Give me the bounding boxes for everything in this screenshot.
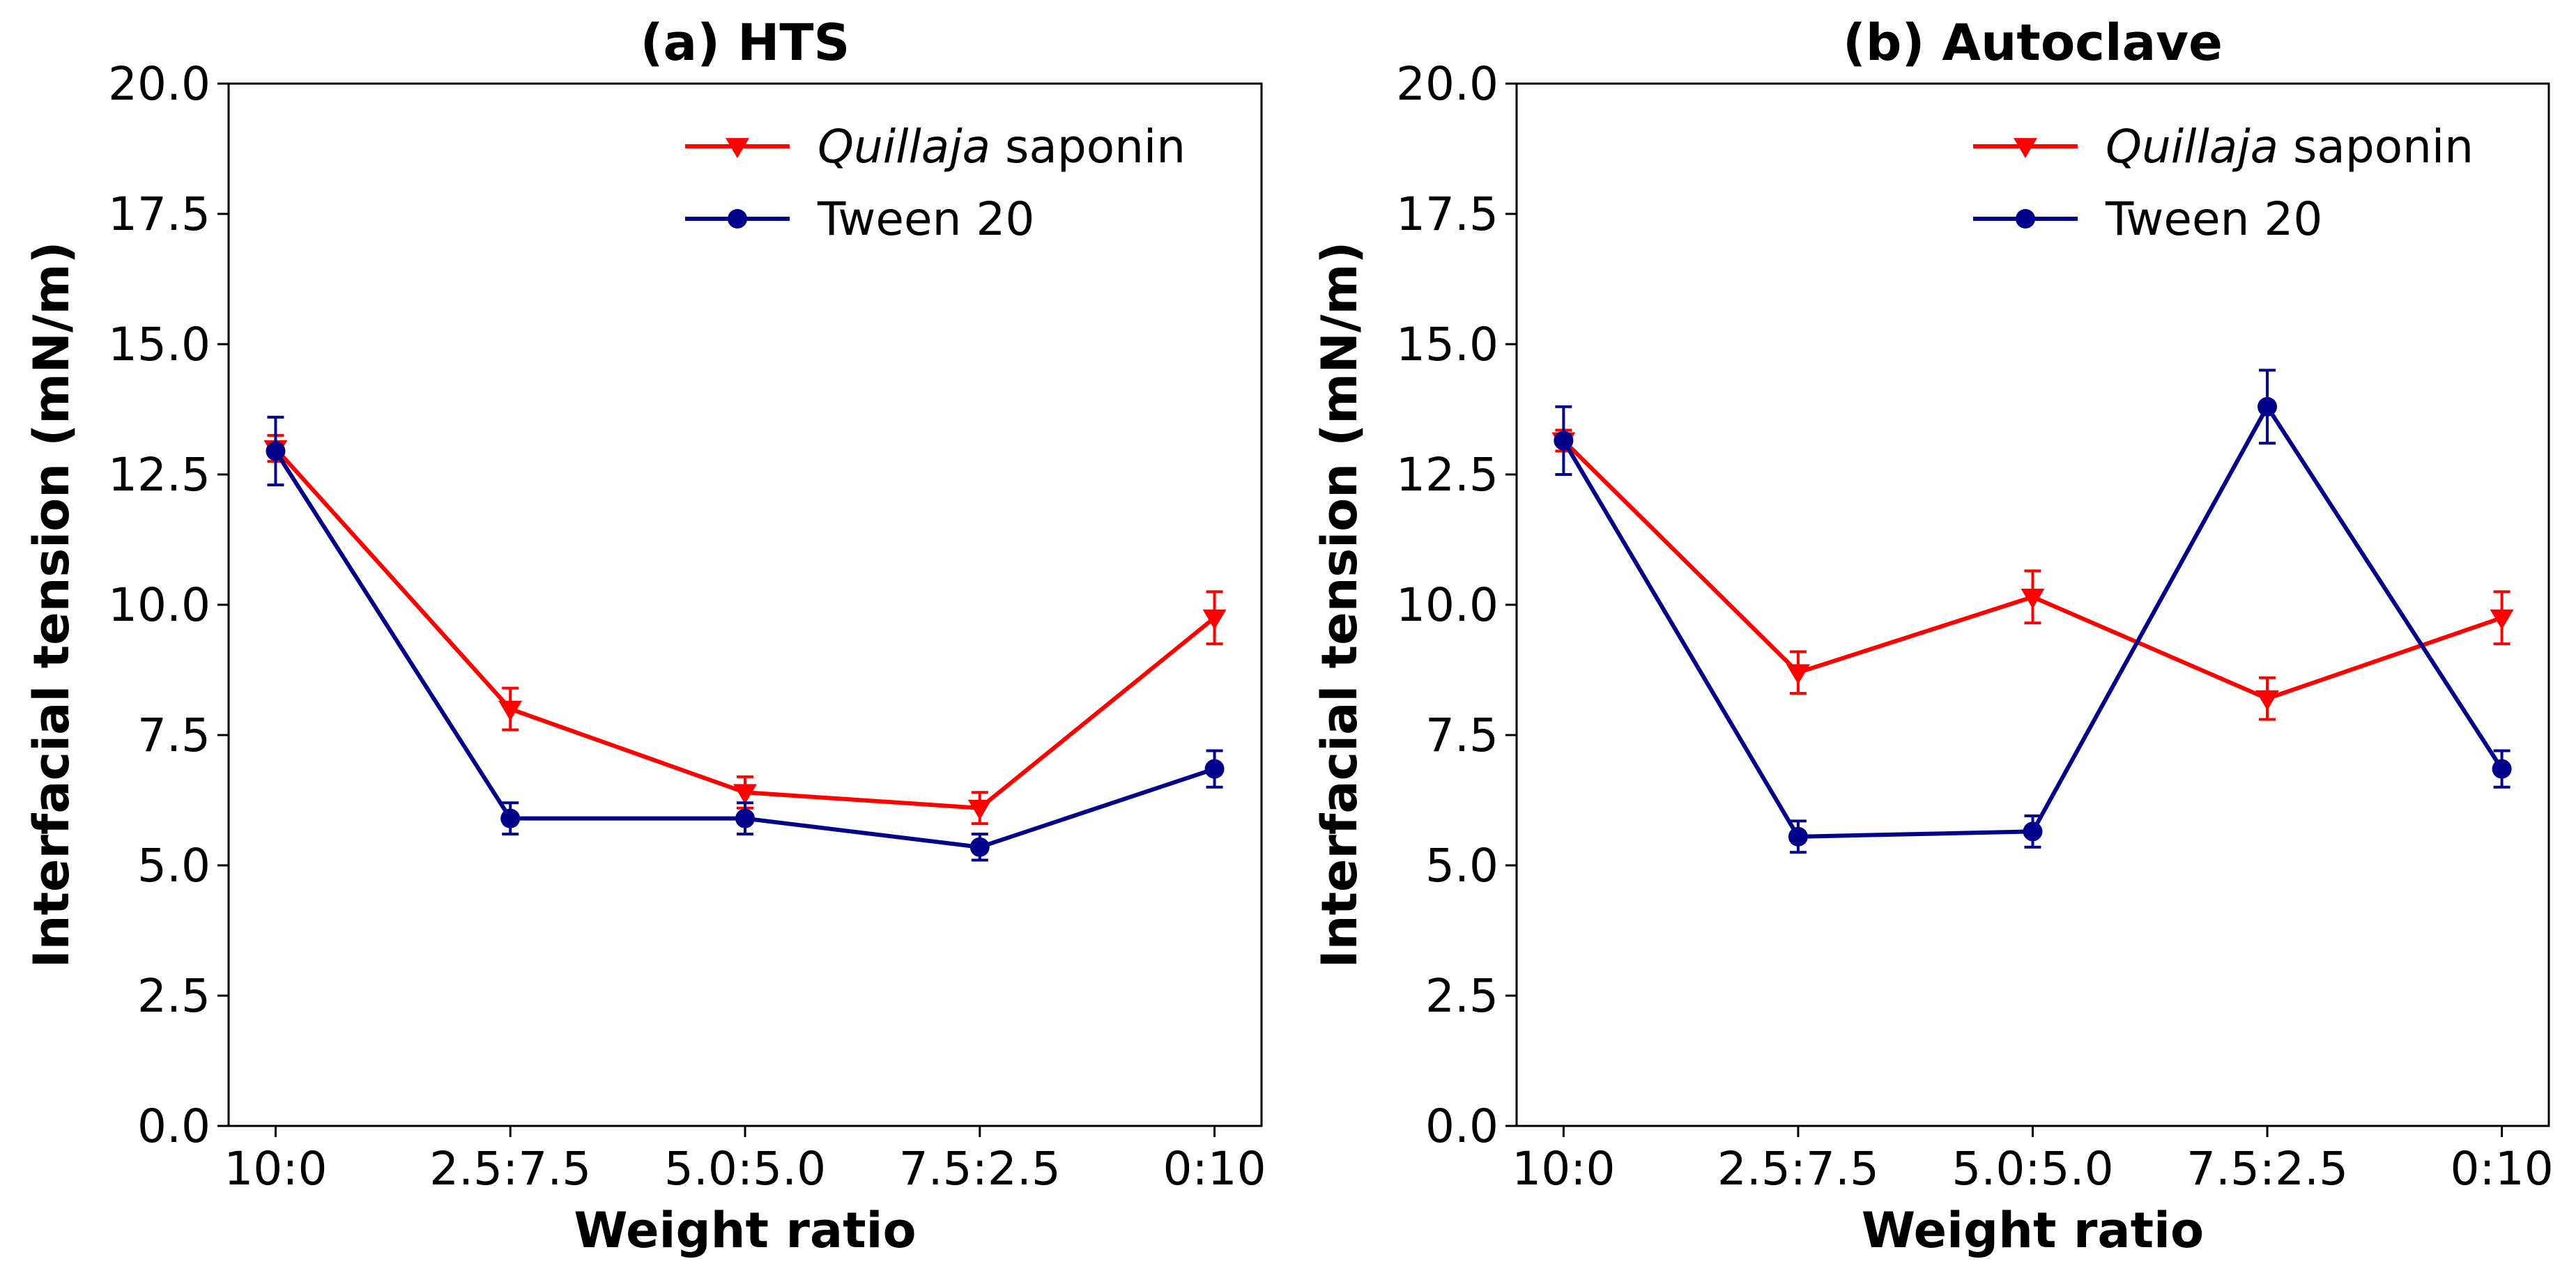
y-tick-label: 10.0: [108, 578, 210, 632]
y-tick-label: 12.5: [108, 448, 210, 502]
y-tick-label: 7.5: [1425, 709, 1498, 762]
data-point: [2255, 690, 2280, 711]
chart-title: (a) HTS: [641, 13, 850, 72]
data-point: [733, 784, 757, 805]
data-point: [1202, 609, 1227, 630]
data-point: [1788, 826, 1808, 847]
legend-label-text: saponin: [2278, 120, 2474, 173]
data-point: [266, 441, 286, 461]
chart-panel-1: 0.0 2.5 5.0 7.5 10.0 12.5 15.0 17.5 20.0 10:0 2.5:…: [23, 13, 1266, 1259]
legend-label-text: Tween 20: [817, 192, 1034, 246]
legend-label-italic: Quillaja: [818, 120, 990, 173]
legend-label-text: Tween 20: [2105, 192, 2322, 246]
y-tick-label: 5.0: [137, 839, 210, 893]
legend-label: Tween 20: [817, 192, 1034, 246]
x-tick-label: 0:10: [2451, 1142, 2554, 1196]
x-tick-label: 5.0:5.0: [1952, 1142, 2113, 1196]
legend-label-italic: Quillaja: [2106, 120, 2278, 173]
x-tick-label: 0:10: [1163, 1142, 1266, 1196]
y-tick-label: 10.0: [1396, 578, 1498, 632]
series-1: [1551, 428, 2514, 721]
data-point: [2257, 396, 2278, 417]
legend-label-text: saponin: [990, 120, 1186, 173]
legend-label: Quillaja saponin: [818, 120, 1186, 173]
data-point: [500, 808, 521, 828]
y-tick-label: 0.0: [137, 1099, 210, 1153]
y-tick-label: 2.5: [1425, 969, 1498, 1023]
y-tick-label: 15.0: [1396, 318, 1498, 371]
y-tick-label: 5.0: [1425, 839, 1498, 893]
x-axis-title: Weight ratio: [1862, 1202, 2204, 1259]
data-point: [967, 799, 992, 820]
y-tick-label: 15.0: [108, 318, 210, 371]
legend-label: Quillaja saponin: [2106, 120, 2474, 173]
legend: Quillaja saponin Tween 20: [1973, 120, 2474, 246]
x-tick-label: 2.5:7.5: [429, 1142, 591, 1196]
plot-frame: [227, 82, 1263, 1127]
data-point: [2021, 588, 2045, 609]
y-axis-title: Interfacial tension (mN/m): [1311, 242, 1368, 968]
x-tick-label: 10:0: [224, 1142, 327, 1196]
data-point: [1786, 664, 1810, 685]
data-point: [2023, 821, 2043, 842]
legend-marker: [728, 209, 747, 229]
x-tick-label: 7.5:2.5: [2186, 1142, 2348, 1196]
y-tick-label: 17.5: [1396, 187, 1498, 241]
x-tick-label: 7.5:2.5: [899, 1142, 1061, 1196]
y-tick-label: 7.5: [137, 709, 210, 762]
chart-title: (b) Autoclave: [1843, 13, 2223, 72]
series-1: [263, 433, 1227, 826]
y-tick-label: 17.5: [108, 187, 210, 241]
data-point: [1554, 431, 1574, 451]
data-point: [2490, 609, 2514, 630]
x-tick-label: 5.0:5.0: [664, 1142, 826, 1196]
x-tick-label: 10:0: [1512, 1142, 1615, 1196]
data-point: [498, 700, 523, 721]
x-axis-title: Weight ratio: [574, 1202, 916, 1259]
series-2: [1554, 369, 2512, 854]
legend: Quillaja saponin Tween 20: [685, 120, 1186, 246]
y-tick-label: 0.0: [1425, 1099, 1498, 1153]
data-point: [969, 837, 990, 857]
y-tick-label: 20.0: [1396, 57, 1498, 111]
x-tick-label: 2.5:7.5: [1717, 1142, 1879, 1196]
data-point: [2492, 759, 2512, 779]
legend-label: Tween 20: [2105, 192, 2322, 246]
y-tick-label: 20.0: [108, 57, 210, 111]
series-2: [266, 415, 1225, 862]
y-tick-label: 12.5: [1396, 448, 1498, 502]
data-point: [735, 808, 755, 828]
data-point: [1204, 759, 1225, 779]
y-axis-title: Interfacial tension (mN/m): [23, 242, 80, 968]
legend-marker: [726, 138, 749, 158]
y-tick-label: 2.5: [137, 969, 210, 1023]
chart-panel-2: 0.0 2.5 5.0 7.5 10.0 12.5 15.0 17.5 20.0 10:0 2.5:…: [1311, 13, 2554, 1259]
legend-marker: [2014, 138, 2037, 158]
series-line: [274, 447, 1216, 810]
legend-marker: [2016, 209, 2035, 229]
